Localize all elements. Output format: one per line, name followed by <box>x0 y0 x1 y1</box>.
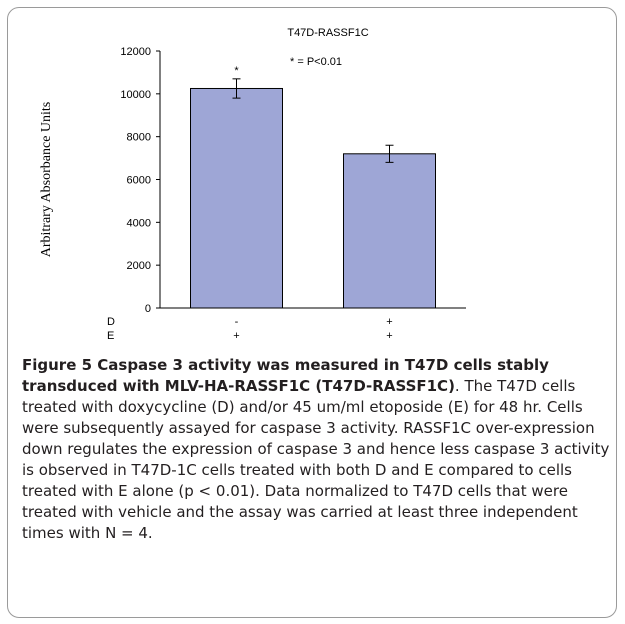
figure-caption: Figure 5 Caspase 3 activity was measured… <box>22 355 614 544</box>
figure-frame <box>7 7 617 618</box>
treatment-value: + <box>386 316 392 328</box>
y-tick-label: 8000 <box>127 132 151 144</box>
caption-bold: Figure 5 Caspase 3 activity was measured… <box>22 356 549 395</box>
bar <box>343 153 436 309</box>
y-tick-label: 12000 <box>120 46 151 58</box>
treatment-value: + <box>386 330 392 342</box>
treatment-row-label: E <box>107 330 114 342</box>
y-tick-label: 4000 <box>127 217 151 229</box>
treatment-value: + <box>233 330 239 342</box>
y-tick-label: 10000 <box>120 89 151 101</box>
bar-chart: 0 2000 4000 6000 8000 10000 12000 T47D-RASSF1C A… <box>39 27 466 342</box>
chart-title: T47D-RASSF1C <box>287 27 368 39</box>
bar <box>190 87 283 309</box>
y-tick-label: 6000 <box>127 175 151 187</box>
significance-mark: * <box>234 65 239 77</box>
significance-note: * = P<0.01 <box>290 56 342 68</box>
treatment-value: - <box>235 316 239 328</box>
y-tick-label: 2000 <box>127 260 151 272</box>
y-tick-label: 0 <box>145 303 151 315</box>
caption-text: . The T47D cells treated with doxycyclin… <box>22 377 610 542</box>
treatment-row-label: D <box>107 316 115 328</box>
y-axis-label: Arbitrary Absorbance Units <box>39 102 54 258</box>
